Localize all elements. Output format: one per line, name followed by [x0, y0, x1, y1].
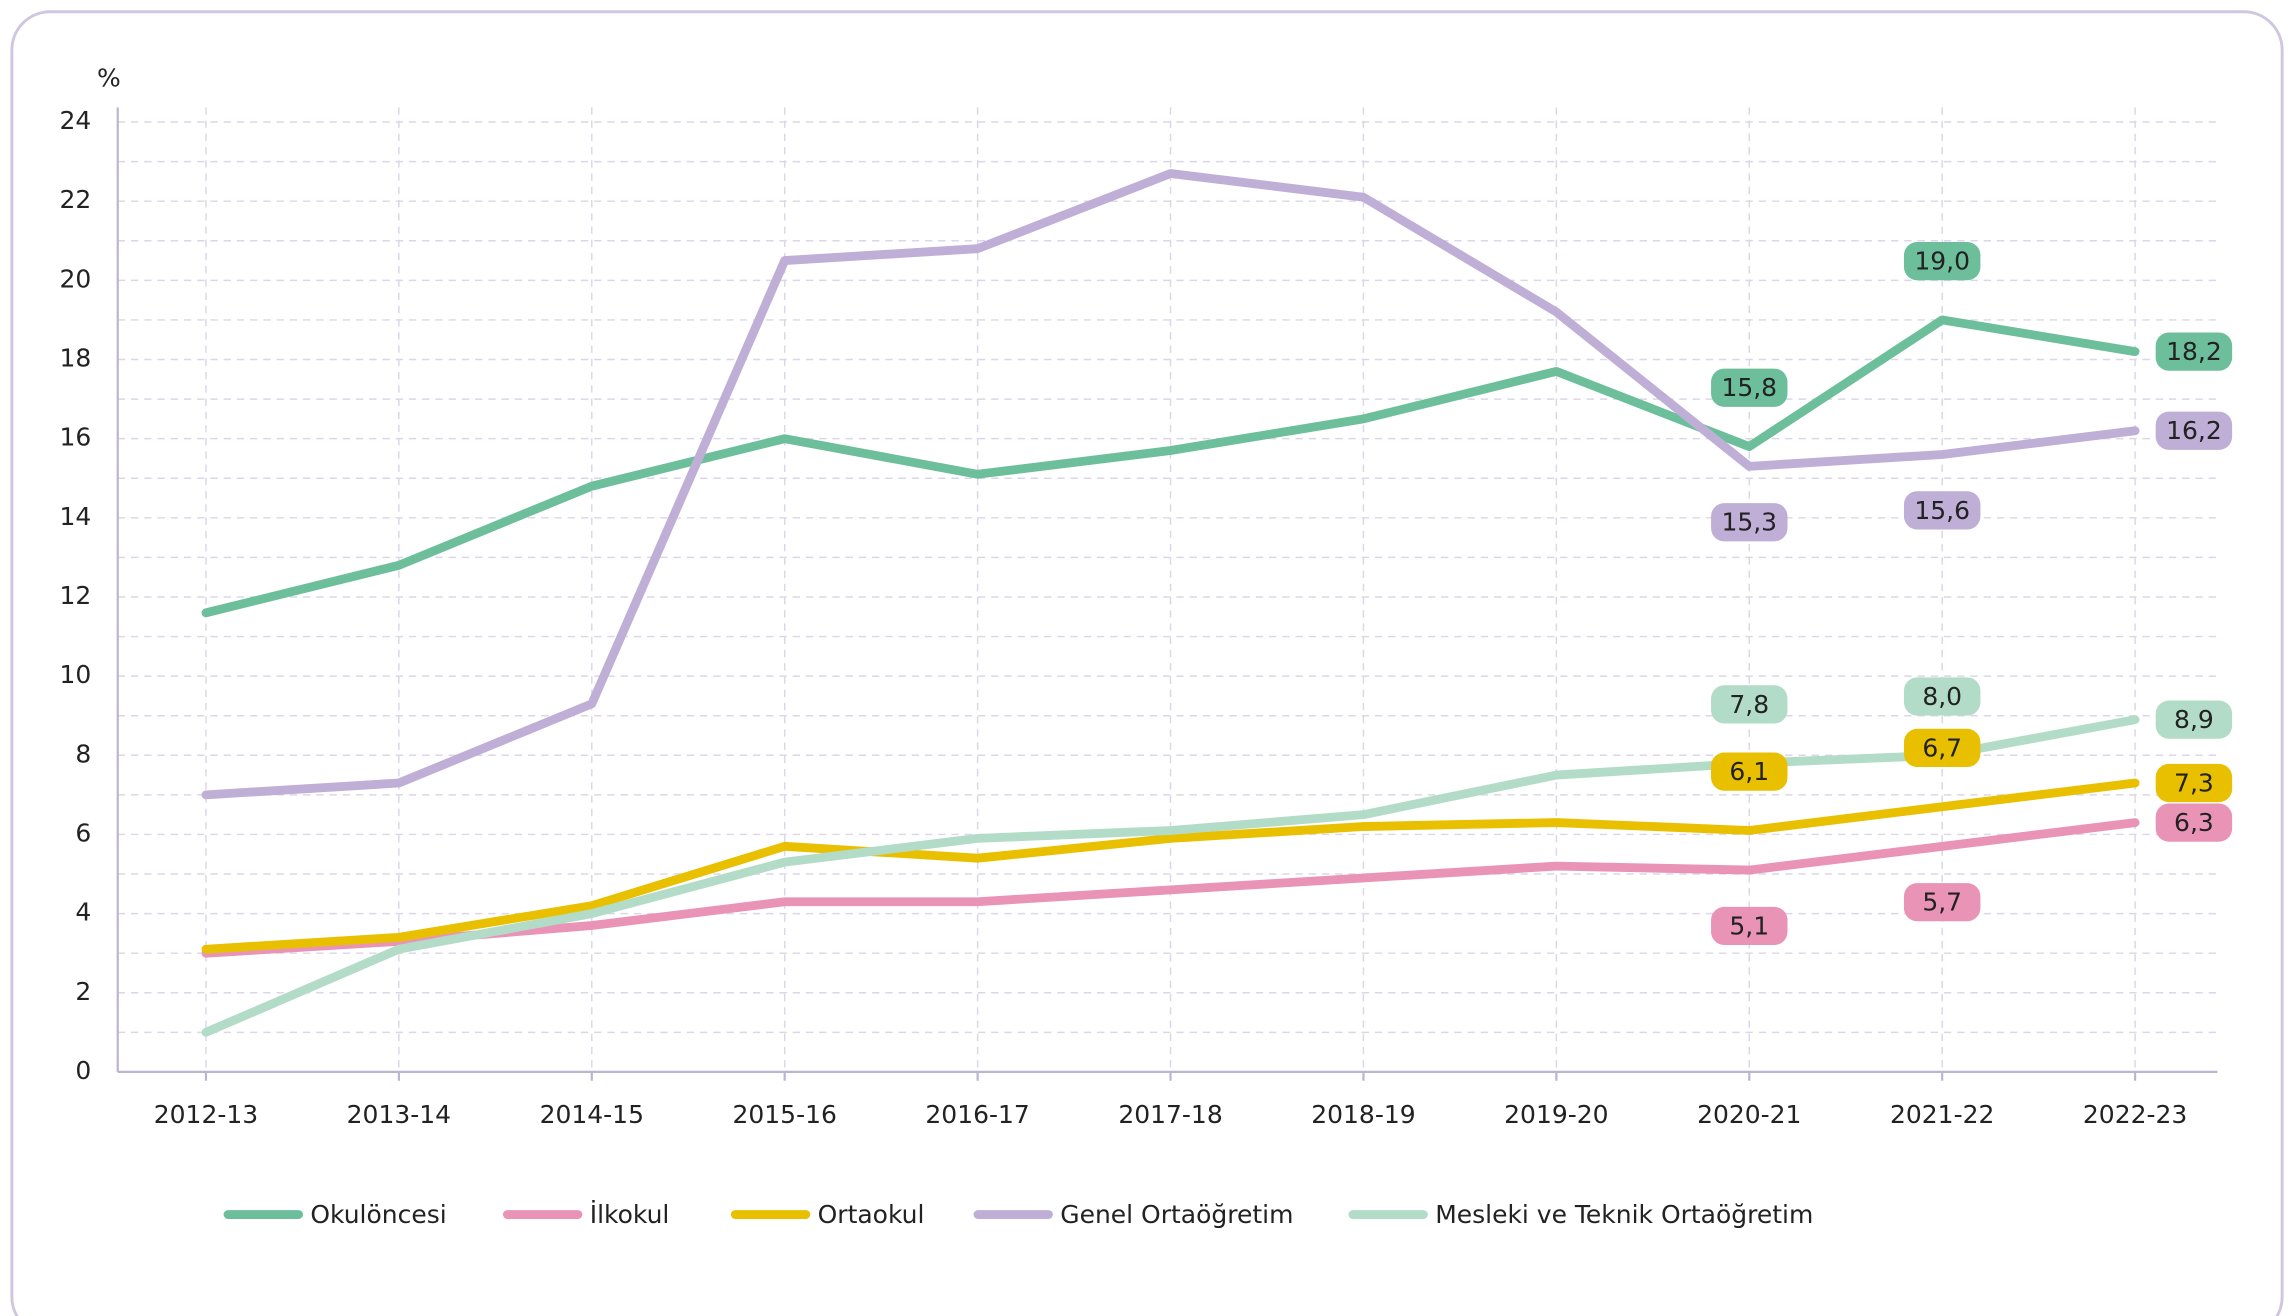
value-label-bg: [2155, 411, 2233, 450]
y-tick-label: 2: [75, 977, 91, 1006]
value-label: 6,3: [2174, 808, 2214, 837]
value-label: 18,2: [2166, 337, 2222, 366]
value-label-bg: [1711, 685, 1788, 724]
value-label: 16,2: [2166, 416, 2222, 445]
value-label: 6,1: [1729, 757, 1769, 786]
value-label: 8,9: [2174, 705, 2214, 734]
frame: [10, 10, 2284, 1316]
value-label: 8,0: [1922, 682, 1962, 711]
value-label: 5,1: [1729, 911, 1769, 940]
series-line: [201, 315, 2140, 618]
x-tick-label: 2020-21: [1697, 1100, 1801, 1129]
value-label-bg: [2155, 803, 2233, 842]
value-label: 5,7: [1922, 888, 1962, 917]
y-tick-label: 10: [59, 660, 91, 689]
x-tick-label: 2019-20: [1504, 1100, 1608, 1129]
value-label-bg: [1711, 752, 1788, 791]
value-label-bg: [1903, 728, 1981, 768]
legend-label: Mesleki ve Teknik Ortaöğretim: [1435, 1200, 1813, 1229]
x-tick-label: 2013-14: [347, 1100, 451, 1129]
value-label-bg: [1903, 242, 1981, 281]
y-axis-label: %: [97, 63, 121, 92]
x-tick-label: 2018-19: [1311, 1100, 1415, 1129]
legend-label: İlkokul: [590, 1200, 670, 1229]
value-label-bg: [1711, 503, 1788, 542]
y-tick-label: 12: [59, 581, 91, 610]
value-label: 15,8: [1721, 373, 1777, 402]
value-label: 19,0: [1914, 247, 1970, 276]
y-tick-label: 14: [59, 502, 91, 531]
series-line: [201, 169, 2140, 800]
legend-label: Okulöncesi: [310, 1200, 446, 1229]
y-tick-label: 22: [59, 185, 91, 214]
x-tick-label: 2017-18: [1118, 1100, 1222, 1129]
legend-label: Ortaokul: [818, 1200, 925, 1229]
value-label-bg: [2155, 763, 2233, 803]
y-tick-label: 4: [75, 898, 91, 927]
y-tick-label: 16: [59, 423, 91, 452]
value-label: 7,8: [1729, 690, 1769, 719]
y-tick-label: 8: [75, 739, 91, 768]
value-label-bg: [1903, 491, 1981, 530]
series-line: [201, 778, 2140, 954]
y-tick-label: 18: [59, 344, 91, 373]
value-label-bg: [1711, 906, 1788, 946]
x-tick-label: 2015-16: [733, 1100, 837, 1129]
series-line: [201, 715, 2140, 1037]
legend-label: Genel Ortaöğretim: [1060, 1200, 1293, 1229]
value-label-bg: [1711, 368, 1788, 407]
value-label: 15,6: [1914, 496, 1970, 525]
x-tick-label: 2016-17: [925, 1100, 1029, 1129]
x-tick-label: 2021-22: [1890, 1100, 1994, 1129]
x-tick-label: 2022-23: [2083, 1100, 2187, 1129]
x-tick-label: 2014-15: [540, 1100, 644, 1129]
y-tick-label: 24: [59, 106, 91, 135]
y-tick-label: 6: [75, 818, 91, 847]
value-label-bg: [2155, 332, 2233, 371]
y-tick-label: 0: [75, 1056, 91, 1085]
series-line: [201, 818, 2140, 958]
value-label: 7,3: [2174, 768, 2214, 797]
value-label-bg: [1903, 883, 1981, 922]
value-label: 6,7: [1922, 733, 1962, 762]
value-label-bg: [1903, 677, 1981, 716]
y-tick-label: 20: [59, 264, 91, 293]
value-label: 15,3: [1721, 508, 1777, 537]
value-label-bg: [2155, 700, 2233, 739]
x-tick-label: 2012-13: [154, 1100, 258, 1129]
